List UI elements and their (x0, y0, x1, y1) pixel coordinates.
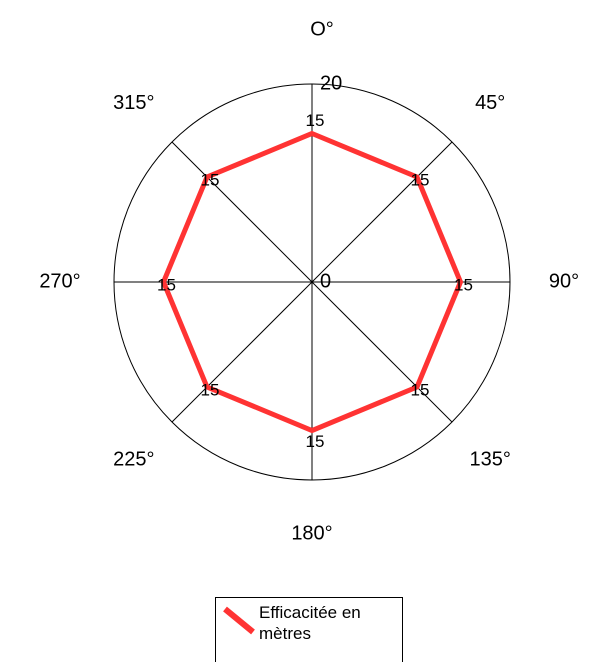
category-label: 315° (113, 92, 154, 114)
category-label: 90° (549, 270, 579, 292)
category-label: 225° (113, 448, 154, 470)
spoke (171, 141, 313, 283)
legend: Efficacitée en mètres (215, 597, 403, 662)
category-label: 45° (475, 92, 505, 114)
spoke (171, 281, 313, 423)
data-label: 15 (306, 432, 325, 451)
series-line (160, 130, 464, 434)
radial-tick-label: 20 (320, 72, 342, 94)
legend-swatch (223, 606, 255, 635)
spoke (311, 281, 453, 423)
data-label: 15 (157, 275, 176, 294)
data-label: 15 (201, 170, 220, 189)
data-label: 15 (454, 275, 473, 294)
category-label: 270° (39, 270, 80, 292)
category-label: 180° (291, 522, 332, 544)
data-label: 15 (411, 170, 430, 189)
spoke (311, 141, 453, 283)
category-label: O° (310, 18, 334, 40)
data-label: 15 (201, 380, 220, 399)
category-label: 135° (470, 448, 511, 470)
radial-tick-label: 0 (320, 270, 331, 292)
legend-swatch-box (223, 606, 255, 635)
legend-label: Efficacitée en mètres (259, 603, 361, 643)
data-label: 15 (411, 380, 430, 399)
data-label: 15 (306, 111, 325, 130)
